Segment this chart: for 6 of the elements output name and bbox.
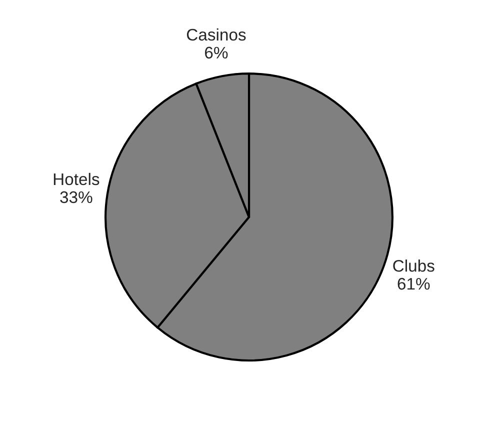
slice-label: Clubs [393, 260, 434, 272]
data-label: 6% [205, 46, 228, 59]
slice-label: Hotels [54, 172, 100, 186]
data-label: 33% [60, 191, 92, 204]
data-label: 61% [398, 278, 430, 290]
slice-label: Casinos [186, 28, 246, 41]
